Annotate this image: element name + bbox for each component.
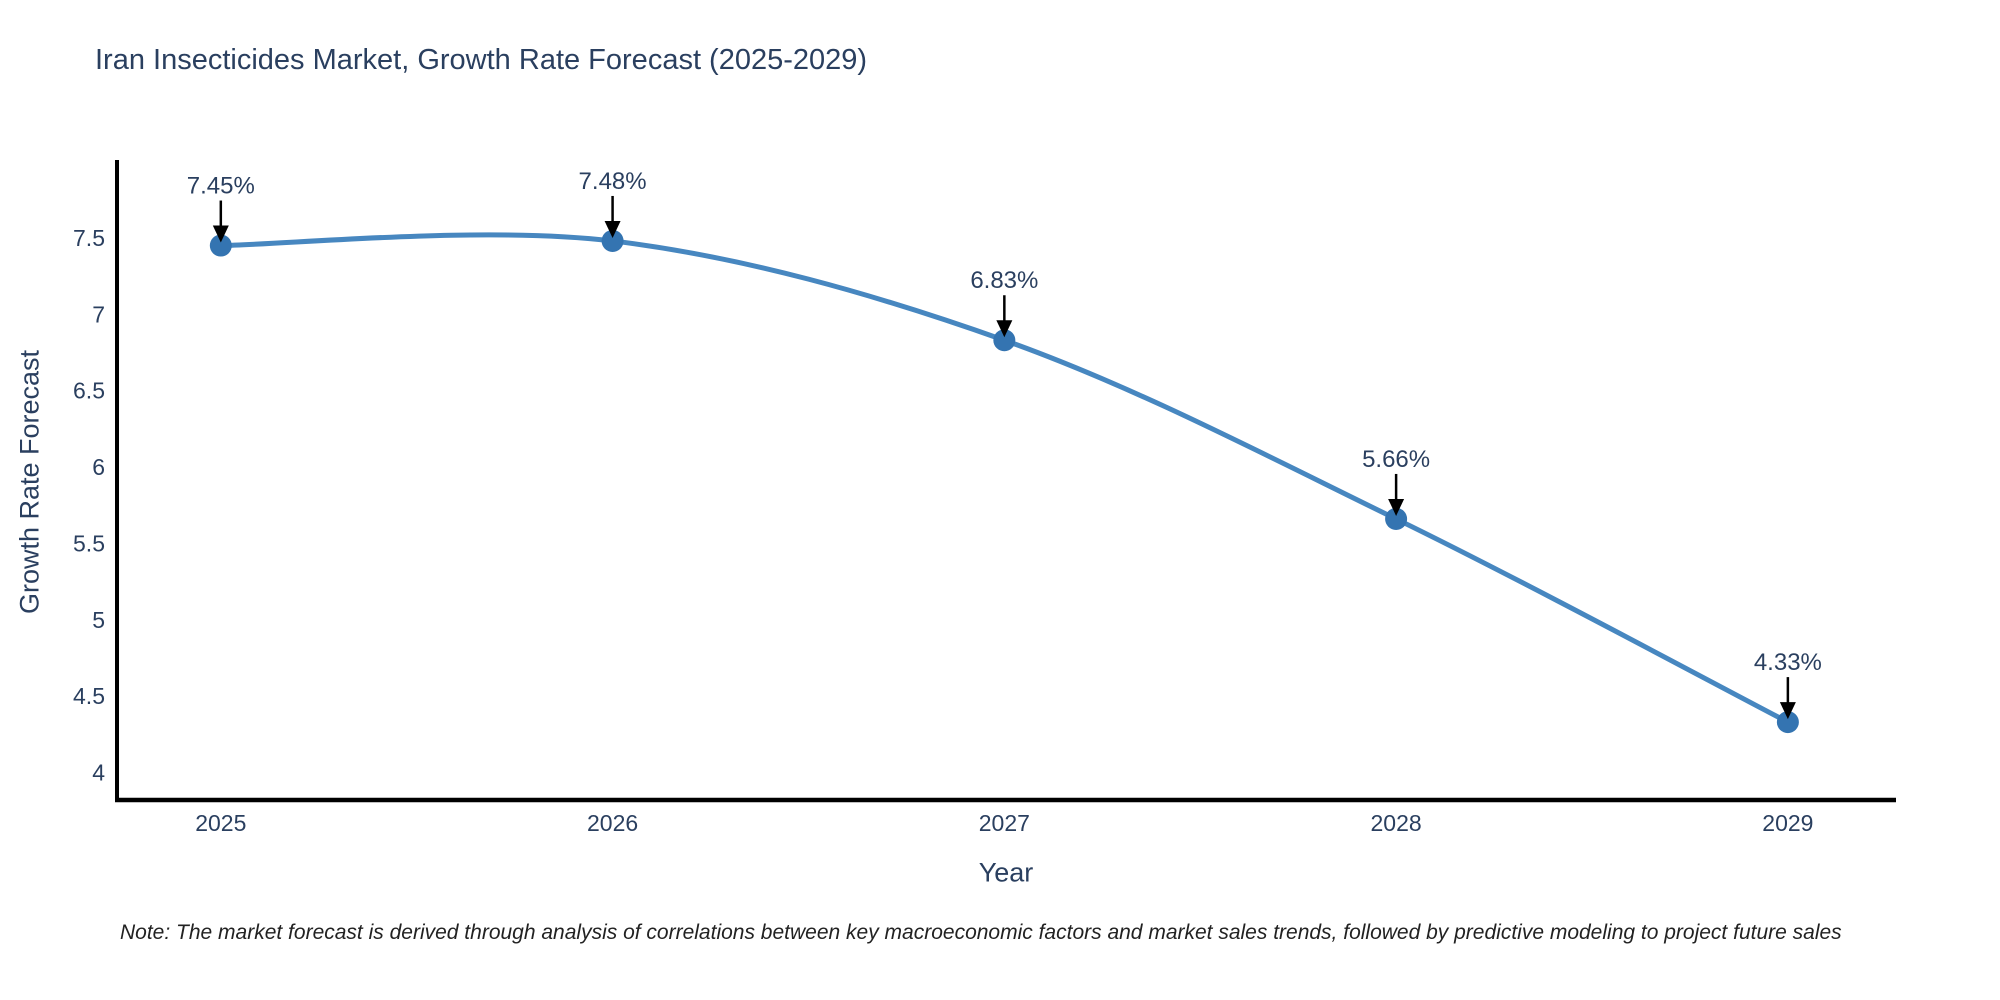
data-point-2027[interactable] bbox=[993, 329, 1016, 352]
data-point-2028[interactable] bbox=[1385, 507, 1408, 530]
x-tick-label: 2025 bbox=[195, 810, 246, 836]
y-tick-label: 7 bbox=[92, 301, 105, 327]
data-label: 4.33% bbox=[1754, 649, 1822, 676]
data-label: 7.45% bbox=[187, 173, 255, 200]
annotation-arrowhead-icon bbox=[604, 220, 621, 238]
x-axis-title: Year bbox=[978, 857, 1034, 888]
data-label: 5.66% bbox=[1362, 446, 1430, 473]
y-tick-label: 6.5 bbox=[73, 378, 105, 404]
y-tick-label: 4 bbox=[92, 760, 105, 786]
y-tick-label: 7.5 bbox=[73, 225, 105, 251]
x-tick-label: 2029 bbox=[1762, 810, 1813, 836]
annotation-arrowhead-icon bbox=[212, 225, 229, 243]
x-tick-label: 2028 bbox=[1371, 810, 1422, 836]
footnote: Note: The market forecast is derived thr… bbox=[120, 921, 1842, 944]
data-point-2025[interactable] bbox=[209, 234, 232, 257]
y-tick-label: 5.5 bbox=[73, 530, 105, 556]
y-tick-label: 4.5 bbox=[73, 683, 105, 709]
y-tick-label: 6 bbox=[92, 454, 105, 480]
x-tick-label: 2026 bbox=[587, 810, 638, 836]
annotation-arrowhead-icon bbox=[1388, 498, 1405, 516]
chart-title: Iran Insecticides Market, Growth Rate Fo… bbox=[95, 44, 868, 76]
y-axis-title: Growth Rate Forecast bbox=[14, 349, 45, 615]
annotation-arrowhead-icon bbox=[1779, 702, 1796, 720]
annotation-arrowhead-icon bbox=[996, 320, 1013, 338]
data-label: 6.83% bbox=[970, 267, 1038, 294]
data-point-2029[interactable] bbox=[1776, 711, 1799, 734]
y-tick-label: 5 bbox=[92, 607, 105, 633]
x-tick-label: 2027 bbox=[979, 810, 1030, 836]
data-point-2026[interactable] bbox=[601, 229, 624, 252]
data-label: 7.48% bbox=[579, 168, 647, 195]
